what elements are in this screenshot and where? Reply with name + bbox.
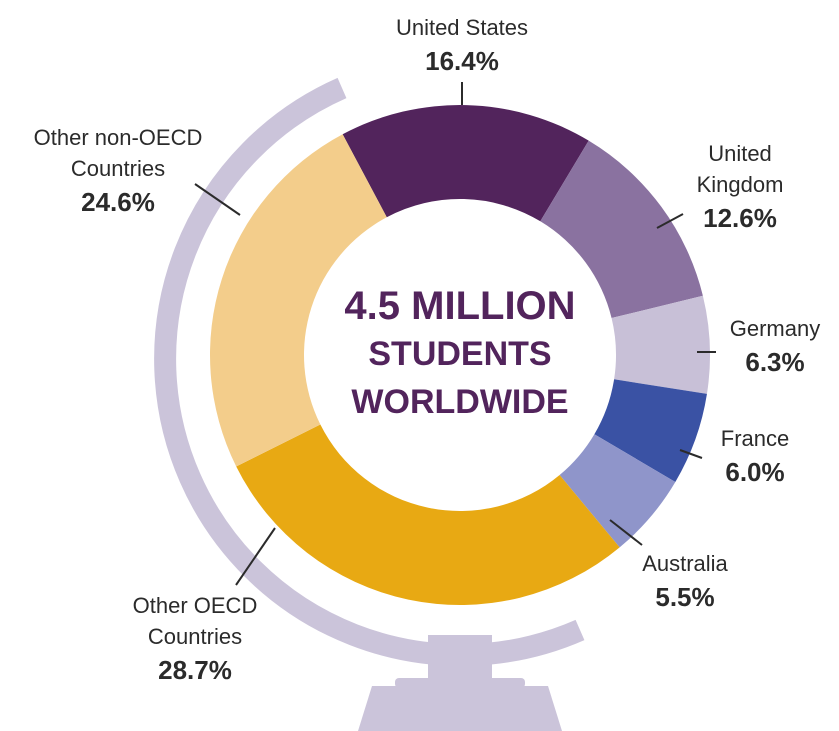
category-label: France [655,423,839,454]
center-line: 4.5 MILLION [310,282,610,330]
value-label: 28.7% [115,652,275,688]
category-label: Australia [585,548,785,579]
value-label: 6.0% [655,454,839,490]
category-label: Other OECD Countries [115,590,275,652]
donut-segment [236,425,619,605]
value-label: 16.4% [352,43,572,79]
category-label: United Kingdom [680,138,800,200]
chart: 4.5 MILLION STUDENTS WORLDWIDE United St… [0,0,839,731]
value-label: 6.3% [675,344,839,380]
value-label: 24.6% [23,184,213,220]
category-label: Other non-OECD Countries [23,122,213,184]
category-label: United States [352,12,572,43]
value-label: 5.5% [585,579,785,615]
category-label: Germany [675,313,839,344]
value-label: 12.6% [680,200,800,236]
center-text: 4.5 MILLION STUDENTS WORLDWIDE [310,282,610,426]
center-line: STUDENTS [310,330,610,378]
center-line: WORLDWIDE [310,378,610,426]
